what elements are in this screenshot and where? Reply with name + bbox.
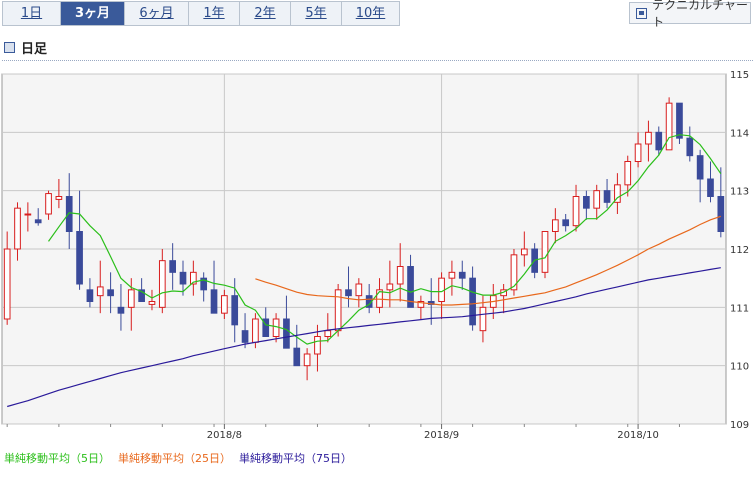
candle-body (148, 301, 156, 305)
tab-6m[interactable]: 6ヶ月 (125, 2, 189, 25)
candle-body (510, 254, 518, 291)
candle-body (376, 289, 383, 308)
candle-body (86, 289, 94, 303)
candle-body (200, 277, 208, 291)
technical-chart-button[interactable]: テクニカルチャート (629, 0, 751, 29)
candle-body (469, 277, 476, 326)
y-tick-label: 111 (730, 303, 749, 314)
candle-body (179, 271, 187, 285)
y-tick-label: 112 (730, 245, 749, 256)
candle-body (655, 131, 663, 151)
candle-body (324, 330, 332, 337)
candle-body (458, 271, 466, 279)
candle-body (3, 248, 11, 320)
candle-body (231, 295, 239, 326)
tab-1y[interactable]: 1年 (189, 2, 240, 25)
dotted-divider (2, 60, 753, 61)
y-tick-label: 115 (730, 70, 749, 81)
section-title: 日足 (21, 42, 48, 57)
candle-body (221, 295, 228, 314)
candle-body (676, 102, 683, 139)
candle-body (448, 271, 456, 279)
y-tick-label: 113 (730, 187, 749, 198)
candle-body (117, 306, 125, 314)
candle-body (665, 102, 673, 151)
y-tick-label: 110 (730, 362, 749, 373)
x-tick-label: 2018/8 (207, 430, 242, 440)
candle-body (583, 196, 590, 209)
period-tabs: 1日 3ヶ月 6ヶ月 1年 2年 5年 10年 (2, 1, 400, 26)
candle-body (210, 289, 218, 314)
x-tick-label: 2018/9 (424, 430, 459, 440)
candle-body (624, 161, 632, 186)
y-tick-label: 109 (730, 420, 749, 431)
tab-3m[interactable]: 3ヶ月 (61, 2, 125, 25)
candle-body (55, 196, 63, 200)
ma-line-3 (7, 267, 721, 408)
candle-body (593, 190, 601, 209)
x-tick-label: 2018/10 (617, 430, 659, 440)
ma-line-1 (48, 134, 722, 345)
candle-body (127, 289, 135, 308)
candle-body (407, 266, 414, 308)
candle-body (107, 289, 114, 297)
ma-line-2 (255, 215, 721, 306)
candle-body (189, 271, 197, 285)
legend: 単純移動平均（5日） 単純移動平均（25日） 単純移動平均（75日） (4, 450, 352, 466)
tab-2y[interactable]: 2年 (240, 2, 291, 25)
candle-body (686, 137, 694, 157)
candle-body (293, 347, 301, 367)
candle-body (520, 248, 528, 256)
tab-10y[interactable]: 10年 (355, 6, 386, 21)
candle-body (169, 260, 177, 273)
candle-body (138, 289, 145, 303)
candle-body (314, 336, 321, 355)
candle-body (158, 260, 166, 308)
candle-body (283, 318, 290, 349)
candle-body (696, 155, 704, 180)
candle-body (717, 196, 725, 232)
candle-body (396, 266, 404, 285)
candle-body (572, 196, 580, 227)
legend-ma5: 単純移動平均（5日） (4, 452, 110, 465)
candle-body (417, 301, 425, 308)
candle-body (634, 143, 642, 162)
candle-body (241, 330, 249, 343)
window-icon (636, 7, 648, 19)
candle-body (65, 196, 73, 232)
candle-body (34, 219, 42, 224)
candle-body (45, 193, 52, 215)
candle-body (614, 184, 621, 203)
technical-chart-label: テクニカルチャート (652, 0, 748, 29)
candle-body (551, 219, 559, 232)
candle-body (96, 286, 104, 297)
candle-body (334, 289, 342, 332)
candle-body (645, 131, 652, 145)
candle-body (76, 231, 83, 285)
legend-ma75: 単純移動平均（75日） (239, 452, 352, 465)
candle-body (386, 283, 394, 291)
y-tick-label: 114 (730, 128, 749, 139)
tab-5y[interactable]: 5年 (291, 2, 342, 25)
candle-body (252, 318, 259, 343)
candle-body (541, 231, 549, 273)
section-header: 日足 (4, 38, 47, 57)
candle-body (355, 283, 363, 297)
candle-body (603, 190, 611, 203)
candle-body (479, 306, 487, 332)
candle-body (562, 219, 570, 227)
candle-body (262, 318, 270, 337)
square-bullet-icon (4, 42, 15, 53)
tab-1d[interactable]: 1日 (3, 2, 61, 25)
candle-body (303, 353, 311, 367)
candle-body (24, 213, 32, 216)
candle-body (345, 289, 352, 297)
candle-body (14, 207, 21, 250)
candlestick-chart: 109 110 111 112 113 114 115 2018/8 2018/9 2018/10 (1, 70, 749, 440)
candle-body (707, 178, 714, 197)
legend-ma25: 単純移動平均（25日） (118, 452, 231, 465)
